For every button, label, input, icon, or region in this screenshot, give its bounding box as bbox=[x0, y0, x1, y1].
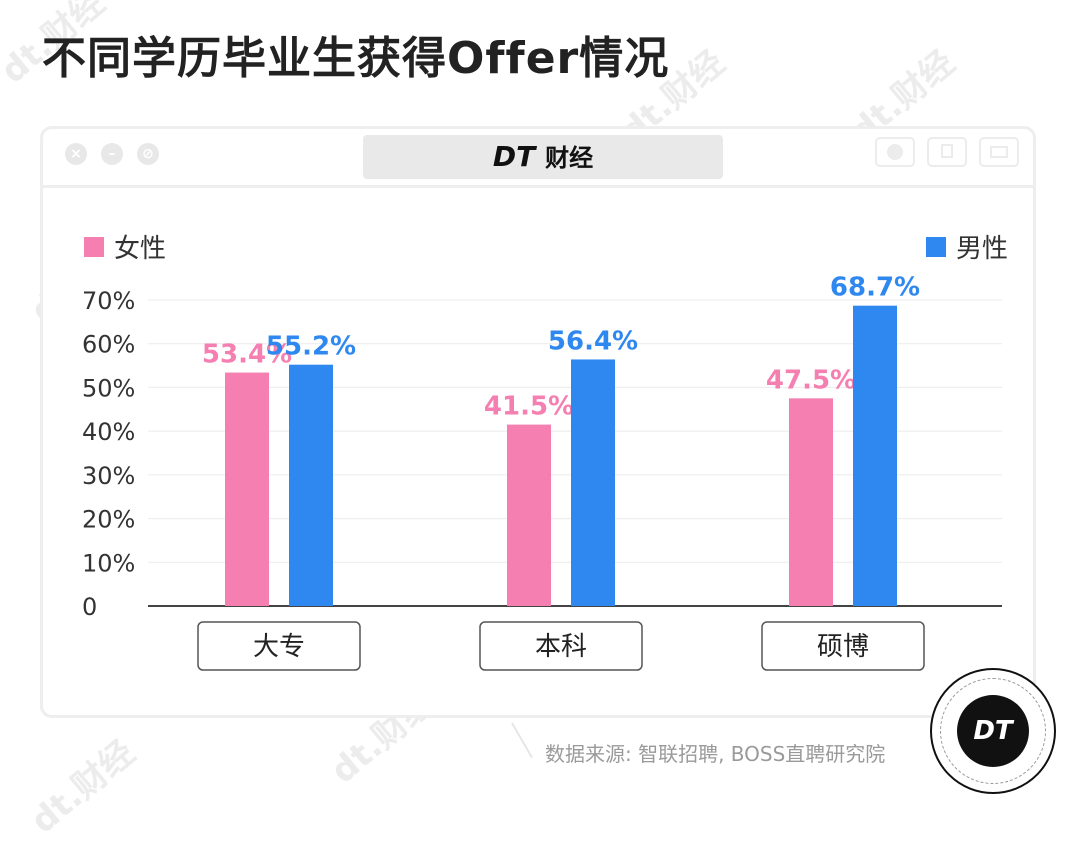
share-icon[interactable] bbox=[927, 137, 967, 167]
legend-label-male: 男性 bbox=[956, 234, 1009, 264]
legend-male: 男性 bbox=[926, 228, 1008, 265]
data-label: 53.4% bbox=[202, 340, 292, 370]
x-category-box bbox=[761, 621, 925, 671]
y-tick-label: 70% bbox=[82, 287, 135, 315]
data-label: 55.2% bbox=[266, 332, 356, 362]
y-tick-label: 60% bbox=[82, 331, 135, 359]
y-tick-label: 0 bbox=[82, 593, 97, 621]
y-tick-label: 50% bbox=[82, 374, 135, 402]
data-label: 41.5% bbox=[484, 392, 574, 422]
data-label: 56.4% bbox=[548, 326, 638, 356]
y-tick-label: 20% bbox=[82, 506, 135, 534]
x-tick-label: 大专 bbox=[253, 632, 305, 662]
bar-male bbox=[853, 305, 897, 606]
zoom-icon[interactable]: ⊘ bbox=[137, 143, 159, 165]
x-category-box bbox=[197, 621, 361, 671]
window-titlebar: × – ⊘ DT 财经 bbox=[43, 129, 1033, 188]
bar-female bbox=[225, 372, 269, 606]
close-icon[interactable]: × bbox=[65, 143, 87, 165]
bar-male bbox=[571, 359, 615, 606]
x-category-box bbox=[479, 621, 643, 671]
page-title: 不同学历毕业生获得Offer情况 bbox=[42, 33, 670, 84]
y-tick-label: 10% bbox=[82, 549, 135, 577]
legend-female: 女性 bbox=[84, 228, 166, 265]
y-tick-label: 30% bbox=[82, 462, 135, 490]
logo-ring bbox=[940, 678, 1046, 784]
record-icon[interactable] bbox=[875, 137, 915, 167]
legend-label-female: 女性 bbox=[114, 234, 167, 264]
source-note: 数据来源: 智联招聘, BOSS直聘研究院 bbox=[545, 742, 886, 766]
window-icon[interactable] bbox=[979, 137, 1019, 167]
brand-name: 财经 bbox=[545, 144, 594, 172]
bar-female bbox=[507, 424, 551, 606]
dt-logo: DT bbox=[930, 668, 1056, 794]
data-label: 68.7% bbox=[830, 273, 920, 303]
bar-female bbox=[789, 398, 833, 606]
y-tick-label: 40% bbox=[82, 418, 135, 446]
legend-swatch-male bbox=[926, 236, 946, 257]
minimize-icon[interactable]: – bbox=[101, 143, 123, 165]
legend-swatch-female bbox=[84, 236, 104, 257]
x-tick-label: 硕博 bbox=[817, 632, 869, 662]
brand-bar: DT 财经 bbox=[363, 135, 723, 179]
data-label: 47.5% bbox=[766, 365, 856, 395]
brand-dt: DT bbox=[492, 140, 536, 173]
x-tick-label: 本科 bbox=[535, 632, 587, 662]
bar-male bbox=[289, 364, 333, 606]
